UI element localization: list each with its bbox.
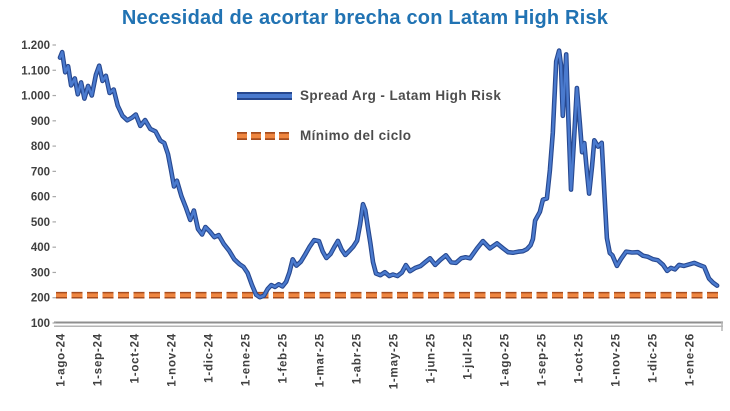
x-axis-label: 1-mar-25 xyxy=(315,333,327,387)
x-axis-label: 1-abr-25 xyxy=(352,333,364,384)
y-axis-label: 300 xyxy=(31,267,50,279)
y-axis-label: 400 xyxy=(31,242,50,254)
y-axis-label: 1.000 xyxy=(21,91,50,103)
x-axis-label: 1-nov-24 xyxy=(167,333,179,387)
x-axis-label: 1-sep-25 xyxy=(537,333,549,386)
x-axis-label: 1-jul-25 xyxy=(463,333,475,380)
x-axis-label: 1-sep-24 xyxy=(93,333,105,386)
x-axis-label: 1-oct-24 xyxy=(130,333,142,384)
y-axis-label: 1.100 xyxy=(21,65,50,77)
legend-item-spread: Spread Arg - Latam High Risk xyxy=(236,88,501,103)
legend-line-sample-dashed xyxy=(237,131,292,140)
x-axis-label: 1-oct-25 xyxy=(574,333,586,384)
legend-label-spread: Spread Arg - Latam High Risk xyxy=(300,88,502,103)
legend-item-minimum: Mínimo del ciclo xyxy=(236,128,411,143)
x-axis-label: 1-jun-25 xyxy=(426,333,438,384)
chart-title: Necesidad de acortar brecha con Latam Hi… xyxy=(121,7,609,29)
legend-label-minimum: Mínimo del ciclo xyxy=(300,128,412,143)
y-axis-label: 200 xyxy=(31,293,50,305)
y-axis-label: 700 xyxy=(31,166,50,178)
x-axis-label: 1-ene-26 xyxy=(685,333,697,386)
y-axis-label: 600 xyxy=(31,192,50,204)
y-axis-label: 900 xyxy=(31,116,50,128)
y-axis-label: 100 xyxy=(31,318,50,330)
legend-line-sample-solid xyxy=(237,91,292,100)
x-axis-label: 1-ago-24 xyxy=(56,333,68,387)
x-axis-label: 1-feb-25 xyxy=(278,333,290,384)
x-axis-label: 1-ene-25 xyxy=(241,333,253,386)
x-axis-label: 1-nov-25 xyxy=(611,333,623,387)
y-axis-label: 500 xyxy=(31,217,50,229)
y-axis-label: 800 xyxy=(31,141,50,153)
x-axis-label: 1-dic-25 xyxy=(648,333,660,383)
spread-line xyxy=(58,49,719,299)
y-axis-label: 1.200 xyxy=(21,40,50,52)
x-axis-label: 1-dic-24 xyxy=(204,333,216,383)
x-axis-label: 1-may-25 xyxy=(389,333,401,389)
x-axis-label: 1-ago-25 xyxy=(500,333,512,387)
